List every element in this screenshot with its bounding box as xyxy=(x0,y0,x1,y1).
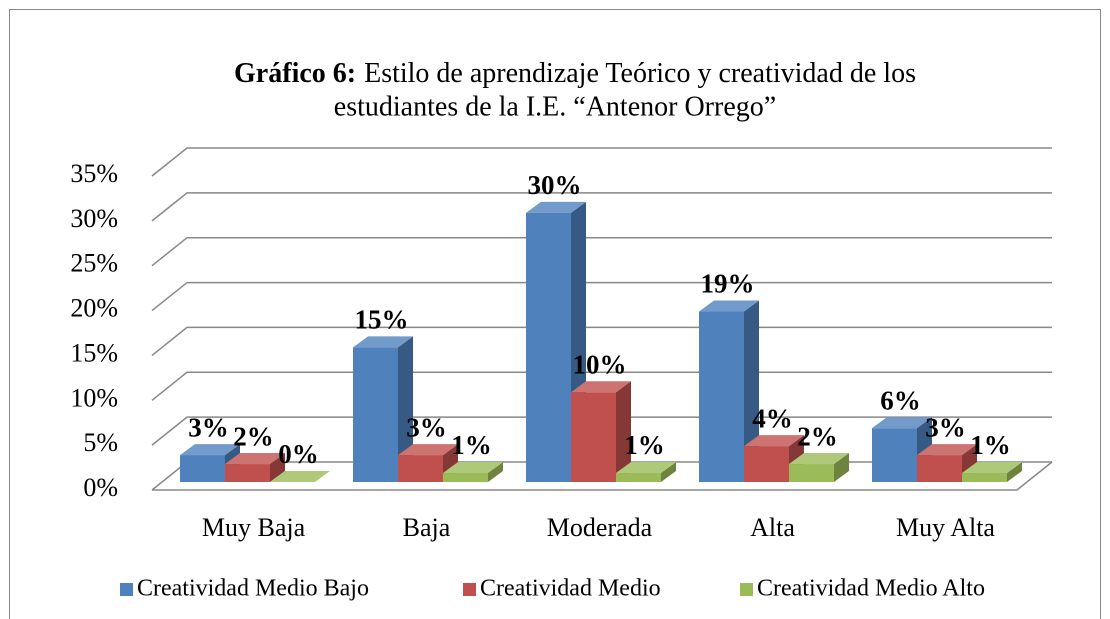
y-tick-label: 35% xyxy=(70,159,118,188)
bar-top xyxy=(872,417,932,429)
y-tick-label: 5% xyxy=(83,428,118,457)
grid-line xyxy=(151,147,1052,177)
bar-top xyxy=(616,462,676,474)
data-label: 1% xyxy=(970,430,1011,460)
y-tick-label: 0% xyxy=(83,473,118,502)
data-label: 0% xyxy=(278,439,319,469)
data-label: 6% xyxy=(880,385,921,415)
floor xyxy=(152,461,1053,491)
title-line: estudiantes de la I.E. “Antenor Orrego” xyxy=(334,91,776,122)
frame xyxy=(9,9,1101,619)
x-tick-label: Baja xyxy=(403,513,451,542)
bar-side xyxy=(270,453,285,482)
title-label: Gráfico 6: xyxy=(234,58,356,89)
bar xyxy=(180,455,225,482)
bar-side xyxy=(834,453,849,482)
bar-top xyxy=(571,381,631,393)
bar-side xyxy=(488,462,503,482)
bar-side xyxy=(398,336,413,482)
data-label: 1% xyxy=(451,430,492,460)
data-label: 3% xyxy=(406,412,447,442)
legend-label: Creatividad Medio Bajo xyxy=(137,576,369,602)
bar-top xyxy=(225,453,285,465)
bar xyxy=(353,347,398,482)
legend-marker xyxy=(463,583,476,596)
bar xyxy=(744,446,789,482)
bar-side xyxy=(1007,462,1022,482)
bar xyxy=(917,455,962,482)
bar xyxy=(526,212,571,482)
bar-side xyxy=(744,300,759,482)
bar-top xyxy=(789,453,849,465)
data-label: 2% xyxy=(233,421,274,451)
x-tick-label: Moderada xyxy=(547,513,653,542)
grid-line xyxy=(151,236,1052,267)
bar-side xyxy=(661,462,676,482)
x-tick-label: Muy Alta xyxy=(896,513,995,542)
title-line: Estilo de aprendizaje Teórico y creativi… xyxy=(364,58,916,89)
bar-top xyxy=(270,471,330,482)
bar xyxy=(443,473,488,482)
bar-top xyxy=(917,444,977,456)
bar-top xyxy=(526,201,586,213)
grid-line xyxy=(151,281,1052,312)
grid-line xyxy=(151,326,1052,357)
legend-label: Creatividad Medio Alto xyxy=(757,576,985,602)
legend-marker xyxy=(740,583,753,596)
data-label: 15% xyxy=(355,305,409,335)
data-label: 30% xyxy=(528,170,582,200)
bar xyxy=(398,455,443,482)
data-label: 19% xyxy=(701,269,755,299)
y-tick-label: 10% xyxy=(70,383,118,412)
bar-top xyxy=(962,462,1022,474)
chart-title: Gráfico 6: Estilo de aprendizaje Teórico … xyxy=(234,58,916,89)
bar xyxy=(699,311,744,482)
data-label: 10% xyxy=(573,349,627,379)
bar xyxy=(225,464,270,482)
legend-marker xyxy=(120,583,133,596)
data-label: 3% xyxy=(925,412,966,442)
bar-side xyxy=(616,381,631,482)
bar-top xyxy=(699,300,759,312)
grid-line xyxy=(151,416,1052,446)
data-label: 2% xyxy=(797,421,838,451)
legend-label: Creatividad Medio xyxy=(480,576,661,602)
grid-line xyxy=(151,371,1052,401)
bar-top xyxy=(398,444,458,456)
bar-top xyxy=(443,462,503,474)
y-tick-label: 15% xyxy=(70,338,118,367)
bar-top xyxy=(180,444,240,456)
data-label: 4% xyxy=(752,403,793,433)
bar-top xyxy=(353,336,413,348)
x-tick-label: Muy Baja xyxy=(202,513,306,542)
bar xyxy=(616,473,661,482)
y-tick-label: 25% xyxy=(70,249,118,278)
bar xyxy=(789,464,834,482)
x-tick-label: Alta xyxy=(750,513,795,542)
bar xyxy=(962,473,1007,482)
grid-line xyxy=(151,192,1052,222)
y-tick-label: 20% xyxy=(70,294,118,323)
bar-top xyxy=(744,435,804,447)
y-tick-label: 30% xyxy=(70,204,118,233)
data-label: 3% xyxy=(188,412,229,442)
data-label: 1% xyxy=(624,430,665,460)
bar xyxy=(571,392,616,482)
bar xyxy=(872,428,917,482)
